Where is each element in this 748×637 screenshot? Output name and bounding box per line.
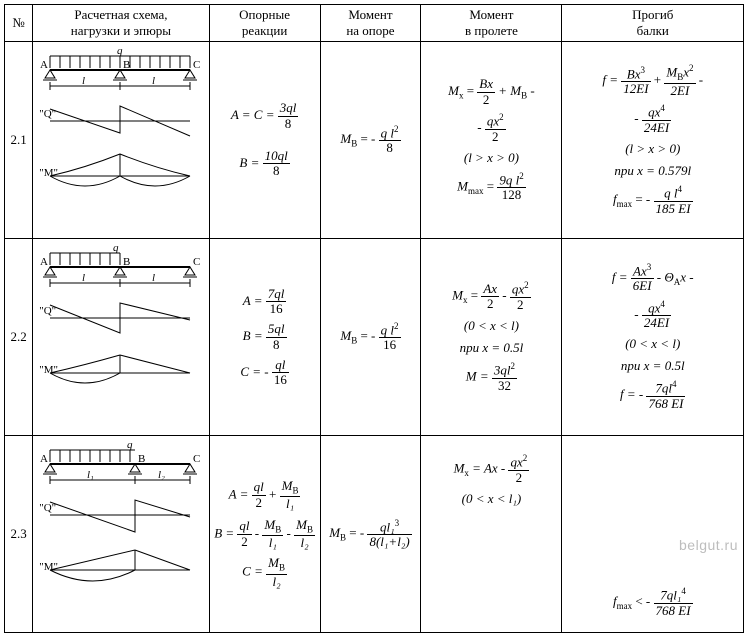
diagram-cell: q A B C l l "Q" "M" — [33, 239, 209, 436]
hdr-msupport: Момент на опоре — [320, 5, 421, 42]
svg-text:C: C — [193, 256, 200, 268]
table-row: 2.3 — [5, 436, 744, 633]
svg-text:l₂: l₂ — [158, 469, 165, 481]
svg-text:l₁: l₁ — [87, 469, 94, 481]
svg-text:q: q — [113, 243, 119, 254]
svg-text:B: B — [123, 256, 130, 268]
beam-diagram-icon: q A B C l l — [35, 243, 205, 403]
row-num: 2.3 — [5, 436, 33, 633]
table-row: 2.2 — [5, 239, 744, 436]
svg-text:A: A — [40, 59, 48, 71]
svg-text:C: C — [193, 453, 200, 465]
beam-diagram-icon: q A B C l₁ l₂ — [35, 440, 205, 600]
svg-text:A: A — [40, 256, 48, 268]
hdr-num: № — [5, 5, 33, 42]
msupport-cell: MB = - q l28 — [320, 42, 421, 239]
svg-text:q: q — [127, 440, 133, 451]
reactions-cell: A = 7ql16 B = 5ql8 C = - ql16 — [209, 239, 320, 436]
svg-text:l: l — [152, 272, 155, 284]
svg-text:l: l — [152, 75, 155, 87]
hdr-reactions: Опорные реакции — [209, 5, 320, 42]
svg-text:l: l — [82, 75, 85, 87]
hdr-defl: Прогиб балки — [562, 5, 744, 42]
msupport-cell: MB = - q l216 — [320, 239, 421, 436]
deflection-cell: fmax < - 7ql₁4768 EI — [562, 436, 744, 633]
svg-text:q: q — [117, 46, 123, 57]
beam-diagram-icon: q A B C l l — [35, 46, 205, 206]
table-row: 2.1 — [5, 42, 744, 239]
svg-text:C: C — [193, 59, 200, 71]
diagram-cell: q A B C l₁ l₂ "Q" "M" — [33, 436, 209, 633]
deflection-cell: f = Ax36EI - ΘAx - - qx424EI (0 < x < l)… — [562, 239, 744, 436]
reactions-cell: A = ql2 + MBl₁ B = ql2 - MBl₁ - MBl₂ C =… — [209, 436, 320, 633]
svg-text:B: B — [123, 59, 130, 71]
beam-table: № Расчетная схема, нагрузки и эпюры Опор… — [4, 4, 744, 633]
svg-text:A: A — [40, 453, 48, 465]
mspan-cell: Mx = Bx2 + MB - - qx22 (l > x > 0) Mmax … — [421, 42, 562, 239]
reactions-cell: A = C = 3ql8 B = 10ql8 — [209, 42, 320, 239]
deflection-cell: f = Bx312EI + MBx22EI - - qx424EI (l > x… — [562, 42, 744, 239]
hdr-diagram: Расчетная схема, нагрузки и эпюры — [33, 5, 209, 42]
hdr-mspan: Момент в пролете — [421, 5, 562, 42]
diagram-cell: q A B C l l "Q" "M" — [33, 42, 209, 239]
msupport-cell: MB = - ql₁38(l₁+l₂) — [320, 436, 421, 633]
row-num: 2.2 — [5, 239, 33, 436]
mspan-cell: Mx = Ax - qx22 (0 < x < l₁) — [421, 436, 562, 633]
row-num: 2.1 — [5, 42, 33, 239]
svg-text:B: B — [138, 453, 145, 465]
mspan-cell: Mx = Ax2 - qx22 (0 < x < l) при x = 0.5l… — [421, 239, 562, 436]
watermark-text: belgut.ru — [679, 537, 738, 553]
svg-text:l: l — [82, 272, 85, 284]
